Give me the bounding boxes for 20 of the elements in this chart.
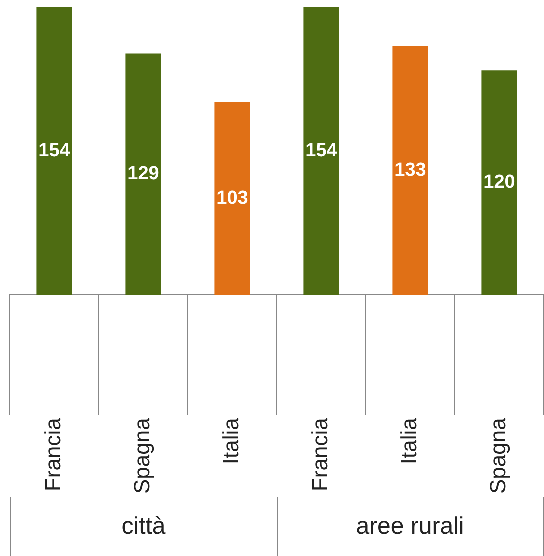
bar [126, 54, 162, 296]
bar [304, 7, 340, 296]
x-tick-label: Italia [218, 417, 244, 465]
data-label: 154 [306, 140, 338, 162]
x-tick-label: Italia [396, 417, 422, 465]
text: aree rurali [276, 497, 544, 556]
x-tick-label: Spagna [486, 417, 511, 494]
data-label: 129 [128, 164, 160, 185]
data-label: 120 [484, 172, 516, 194]
x-tick-label: Francia [40, 417, 66, 492]
data-label: 133 [394, 160, 426, 181]
text: città [10, 497, 276, 556]
data-label: 103 [216, 188, 248, 210]
x-tick-label: Spagna [130, 417, 155, 494]
data-label: 154 [38, 140, 71, 162]
bar [482, 70, 518, 296]
bar [36, 7, 72, 296]
bar [214, 102, 250, 296]
bar [392, 46, 428, 296]
x-tick-label: Francia [308, 417, 333, 492]
